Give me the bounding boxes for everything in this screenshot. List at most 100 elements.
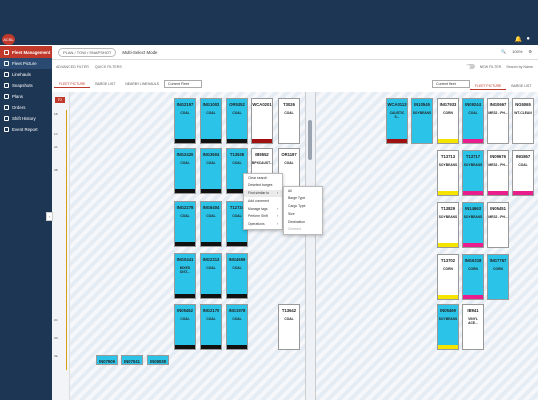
barge-card[interactable]: IN05469 SOYBEANS <box>437 304 459 350</box>
barge-card[interactable]: ING0667 MES2 - PH... <box>487 98 509 144</box>
advanced-filter-button[interactable]: ADVANCED FILTER <box>56 65 89 69</box>
sidebar-item-shift-history[interactable]: Shift History <box>0 113 52 124</box>
new-filter-label: NEW FILTER <box>479 64 502 69</box>
barge-card[interactable]: T13713 SOYBEANS <box>437 150 459 196</box>
barge-card[interactable]: IN05451 MES2 - PH... <box>487 202 509 248</box>
menu-item-add-comment[interactable]: Add comment <box>248 198 269 203</box>
sidebar-item-linehauls[interactable]: Linehauls <box>0 69 52 80</box>
sidebar-item-event-report[interactable]: Event Report <box>0 124 52 135</box>
search-input[interactable]: Search by Name <box>506 64 533 69</box>
new-filter-toggle[interactable] <box>465 64 475 69</box>
barge-card[interactable]: T3026 COAL <box>278 98 300 144</box>
scrollbar-thumb[interactable] <box>308 120 312 160</box>
barge-card[interactable]: IN14663 SOYBEANS <box>462 202 484 248</box>
user-icon[interactable]: ● <box>526 36 530 42</box>
barge-card[interactable]: ING2170 COAL <box>200 304 222 350</box>
submenu-item-all[interactable]: All <box>288 188 292 193</box>
barge-card[interactable]: IN09244 COAL <box>462 98 484 144</box>
report-icon <box>4 127 9 132</box>
menu-item-deselect-barges[interactable]: Deselect barges <box>248 183 273 188</box>
menu-item-perform-shift[interactable]: Perform Shift › <box>248 214 278 219</box>
barge-card[interactable]: T13638 COAL <box>226 148 248 194</box>
barge-card[interactable]: ING1002 COAL <box>200 98 222 144</box>
barge-card[interactable]: ING6318 CORN <box>462 254 484 300</box>
filter-bar-right: NEW FILTER Search by Name <box>465 64 533 69</box>
zoom-icon[interactable]: 🔍 <box>501 49 507 54</box>
ruler-mark: 2B <box>54 168 58 172</box>
submenu-item-size[interactable]: Size <box>288 211 295 216</box>
barge-card[interactable]: ING1978 COAL <box>226 304 248 350</box>
barge-card[interactable]: IN09676 MES2 - PH... <box>487 150 509 196</box>
sidebar-item-snapshots[interactable]: Snapshots <box>0 80 52 91</box>
barge-card[interactable]: ING2278 COAL <box>174 201 196 247</box>
barge-card[interactable]: OR5352 COAL <box>226 98 248 144</box>
barge-card[interactable]: WCA0113 CAUSTIC S... <box>386 98 408 144</box>
barge-card[interactable]: ING2197 COAL <box>174 98 196 144</box>
submenu-item-cargo-type[interactable]: Cargo Type <box>288 204 306 209</box>
barge-id: T13702 <box>440 258 456 263</box>
barge-cargo: CORN <box>443 267 453 271</box>
barge-id: IN09676 <box>490 154 506 159</box>
barge-card[interactable]: IN10545 SOYBEANS <box>411 98 433 144</box>
plan-icon <box>4 94 9 99</box>
sidebar-item-orders[interactable]: Orders <box>0 102 52 113</box>
sidebar-item-fleet-picture[interactable]: Fleet Picture <box>0 58 52 69</box>
barge-card[interactable]: ING2313 COAL <box>200 253 222 299</box>
barge-id: IN09244 <box>465 102 481 107</box>
sidebar-item-label: Shift History <box>12 116 36 121</box>
fleet-select[interactable]: Current Fleet <box>163 80 202 88</box>
sidebar-header[interactable]: Fleet Management <box>0 46 52 58</box>
barge-id: IN07041 <box>124 359 140 364</box>
barge-id: IN10545 <box>414 102 430 107</box>
barge-card[interactable]: ING6404 COAL <box>200 201 222 247</box>
sidebar-item-plans[interactable]: Plans <box>0 91 52 102</box>
breadcrumb[interactable]: PLAN / TOW / SNAPSHOT <box>58 48 117 57</box>
menu-item-manage-tags[interactable]: Manage tags › <box>248 206 278 211</box>
barge-id: ING1002 <box>202 102 220 107</box>
submenu-item-barge-type[interactable]: Barge Type <box>288 196 306 201</box>
barge-card[interactable]: T13717 SOYBEANS <box>462 150 484 196</box>
bell-icon[interactable]: 🔔 <box>514 37 523 43</box>
right-fleet-select[interactable]: Current fleet <box>432 80 470 88</box>
barge-status-bar <box>201 294 221 298</box>
tab-nearby-linehauls[interactable]: NEARBY LINEHAULS <box>125 81 159 86</box>
quick-filters-button[interactable]: QUICK FILTERS <box>94 65 122 69</box>
barge-card[interactable]: ING7933 CORN <box>437 98 459 144</box>
barge-cargo: CORN <box>493 267 503 271</box>
collapse-sidebar-button[interactable]: ‹ <box>46 212 53 221</box>
tab-right-fleet-picture[interactable]: FLEET PICTURE <box>470 83 507 90</box>
menu-item-find-similar[interactable]: Find similar to › <box>244 189 282 198</box>
barge-card[interactable]: IN07909 <box>96 355 118 365</box>
barge-card[interactable]: IB941 VINYL ACE... <box>462 304 484 350</box>
barge-card[interactable]: T13829 SOYBEANS <box>437 202 459 248</box>
barge-card[interactable]: IN08038 <box>147 355 169 365</box>
barge-card[interactable]: IN05462 COAL <box>174 304 196 350</box>
barge-card[interactable]: OR1197 COAL <box>278 148 300 194</box>
barge-card[interactable]: ING4659 COAL <box>226 253 248 299</box>
barge-card[interactable]: IN07041 <box>121 355 143 365</box>
tab-fleet-picture[interactable]: FLEET PICTURE <box>54 81 91 88</box>
tab-barge-list[interactable]: BARGE LIST <box>95 81 116 86</box>
barge-status-bar <box>438 191 458 195</box>
sidebar-header-label: Fleet Management <box>12 49 51 55</box>
barge-card[interactable]: NG5065 WT-CLEAN <box>512 98 534 144</box>
barge-card[interactable]: ING3604 COAL <box>200 148 222 194</box>
tab-right-barge-list[interactable]: BARGE LIST <box>511 83 532 88</box>
menu-item-operations[interactable]: Operations › <box>248 222 278 227</box>
barge-card[interactable]: ING867 COAL <box>512 150 534 196</box>
barge-card[interactable]: ING0441 MIXED DIST... <box>174 253 196 299</box>
barge-card[interactable]: T13642 COAL <box>278 304 300 350</box>
submenu-item-cleaned[interactable]: Cleaned <box>288 227 301 232</box>
barge-card[interactable]: ING2420 COAL <box>174 148 196 194</box>
barge-card[interactable]: T13702 CORN <box>437 254 459 300</box>
header-icons: 🔔 ● <box>515 36 530 43</box>
submenu-item-destination[interactable]: Destination <box>288 219 305 224</box>
barge-card[interactable]: ING7767 CORN <box>487 254 509 300</box>
app-logo[interactable]: ACBL <box>2 34 15 45</box>
menu-item-clear-search[interactable]: Clear search <box>248 175 268 180</box>
sidebar-item-label: Linehauls <box>12 72 31 77</box>
settings-icon[interactable]: ⚙ <box>528 49 532 54</box>
barge-id: ING1978 <box>228 308 246 313</box>
panel-divider[interactable] <box>305 92 316 400</box>
barge-card[interactable]: WCA0201 <box>251 98 273 144</box>
